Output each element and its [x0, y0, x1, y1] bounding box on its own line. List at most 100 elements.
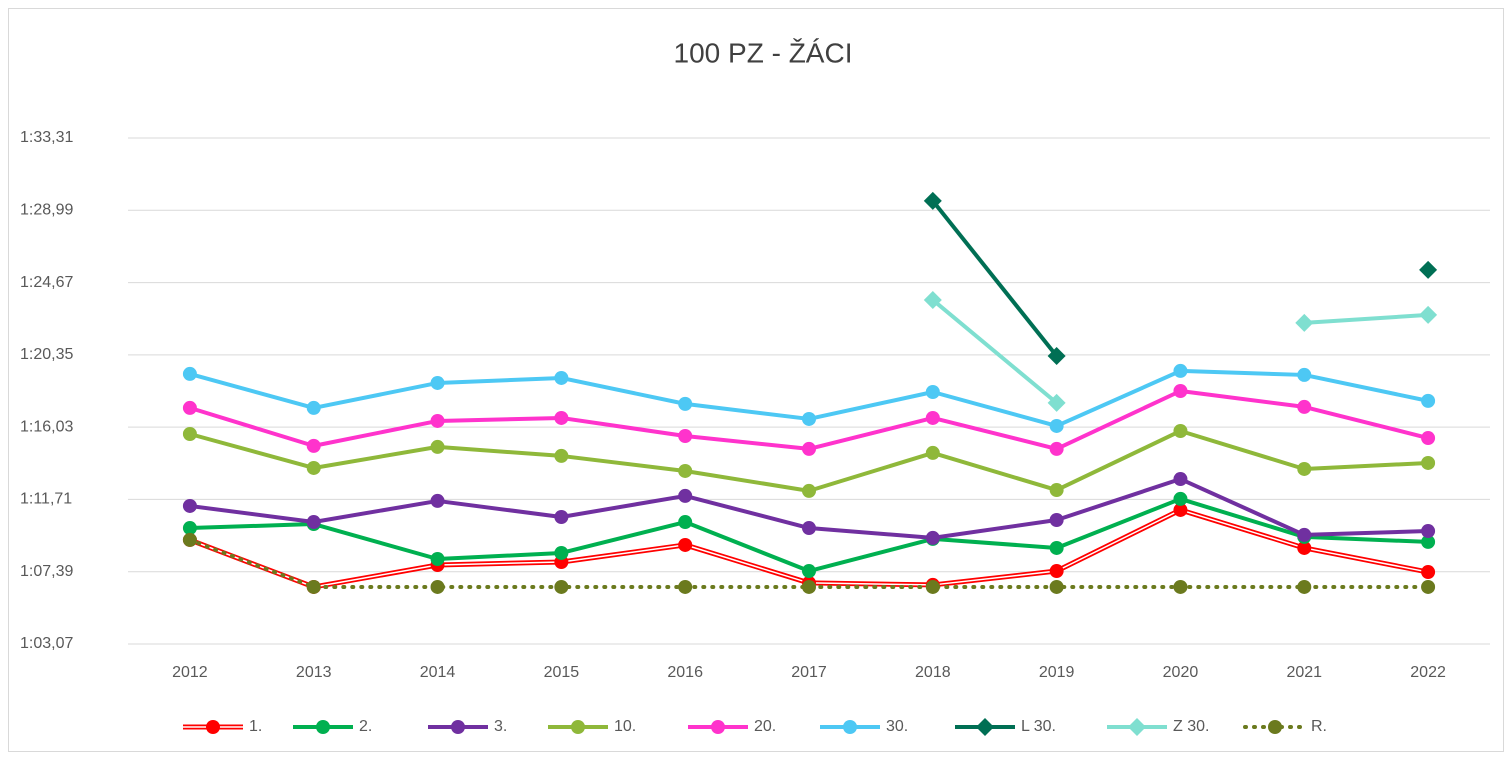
marker [802, 441, 816, 456]
marker [1421, 524, 1436, 539]
marker [306, 579, 321, 594]
marker [678, 515, 693, 530]
legend-label: 10. [614, 718, 636, 735]
x-tick-label: 2015 [544, 664, 580, 681]
marker [678, 429, 693, 444]
marker [1297, 399, 1312, 414]
marker [1173, 491, 1188, 506]
chart-border [8, 8, 1504, 752]
marker [316, 720, 330, 734]
marker [678, 463, 693, 478]
marker [182, 498, 197, 513]
marker [1421, 455, 1436, 470]
marker [1297, 461, 1312, 476]
marker [1268, 720, 1282, 734]
y-tick-label: 1:28,99 [20, 202, 73, 219]
marker [206, 720, 220, 734]
marker [554, 509, 569, 524]
marker [976, 718, 994, 736]
marker [430, 579, 445, 594]
marker [678, 537, 693, 552]
marker [802, 564, 816, 579]
legend-label: 20. [754, 718, 776, 735]
marker [451, 720, 465, 734]
marker [925, 410, 940, 425]
marker [1173, 363, 1188, 378]
marker [554, 545, 569, 560]
x-tick-label: 2012 [172, 664, 208, 681]
marker [1047, 347, 1066, 366]
marker [1049, 579, 1064, 594]
marker [925, 385, 940, 400]
marker [182, 400, 197, 415]
legend-label: R. [1311, 718, 1327, 735]
marker [802, 521, 816, 536]
marker [1297, 527, 1312, 542]
series-line [187, 537, 1431, 589]
marker [802, 483, 816, 498]
marker [1173, 502, 1188, 517]
marker [306, 460, 321, 475]
marker [1047, 393, 1066, 412]
x-tick-label: 2020 [1163, 664, 1199, 681]
marker [554, 579, 569, 594]
marker [182, 521, 197, 536]
y-tick-label: 1:20,35 [20, 346, 73, 363]
marker [1421, 393, 1436, 408]
marker [1297, 367, 1312, 382]
marker [802, 579, 816, 594]
marker [1049, 513, 1064, 528]
marker [306, 400, 321, 415]
marker [1295, 313, 1314, 332]
y-tick-label: 1:07,39 [20, 563, 73, 580]
x-tick-label: 2013 [296, 664, 332, 681]
marker [554, 448, 569, 463]
y-tick-label: 1:03,07 [20, 635, 73, 652]
marker [182, 427, 197, 442]
marker [678, 488, 693, 503]
marker [1049, 483, 1064, 498]
marker [1173, 384, 1188, 398]
marker [182, 366, 197, 381]
marker [923, 290, 942, 309]
marker [1421, 565, 1436, 580]
marker [1173, 579, 1188, 594]
legend-label: 2. [359, 718, 372, 735]
series-line [931, 298, 1429, 405]
marker [802, 411, 816, 426]
chart-title: 100 PZ - ŽÁCI [674, 37, 853, 68]
marker [1297, 579, 1312, 594]
marker [554, 410, 569, 425]
x-tick-label: 2019 [1039, 664, 1075, 681]
marker [1421, 579, 1436, 594]
marker [1173, 472, 1188, 487]
y-tick-label: 1:24,67 [20, 274, 73, 291]
marker [1049, 441, 1064, 456]
legend-label: Z 30. [1173, 718, 1209, 735]
x-tick-label: 2022 [1410, 664, 1446, 681]
x-tick-label: 2021 [1286, 664, 1322, 681]
legend-label: 3. [494, 718, 507, 735]
marker [1421, 431, 1436, 446]
x-tick-label: 2016 [667, 664, 703, 681]
marker [711, 720, 725, 734]
y-tick-label: 1:16,03 [20, 418, 73, 435]
marker [430, 375, 445, 390]
marker [1421, 534, 1436, 549]
marker [925, 445, 940, 460]
y-tick-label: 1:11,71 [20, 491, 72, 508]
marker [1419, 305, 1438, 324]
marker [1173, 423, 1188, 438]
legend-label: 1. [249, 718, 262, 735]
marker [1049, 564, 1064, 579]
y-tick-label: 1:33,31 [20, 129, 73, 146]
marker [678, 396, 693, 411]
x-tick-label: 2017 [791, 664, 827, 681]
marker [554, 370, 569, 385]
marker [430, 413, 445, 428]
x-tick-label: 2018 [915, 664, 951, 681]
marker [306, 438, 321, 453]
marker [925, 530, 940, 545]
